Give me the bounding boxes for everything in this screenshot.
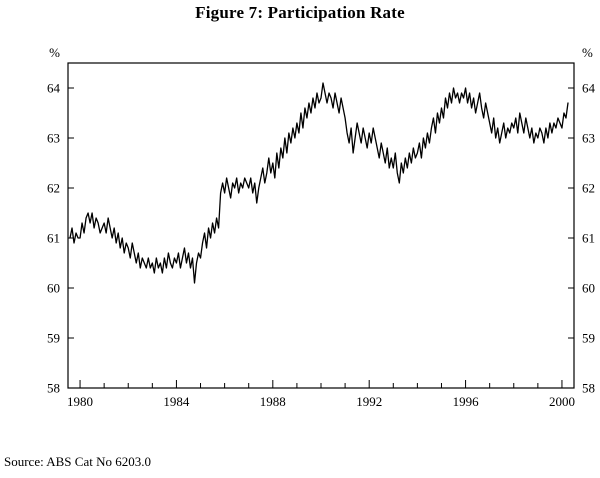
- x-axis-label: 1980: [67, 394, 93, 409]
- x-axis-label: 2000: [549, 394, 575, 409]
- x-axis-label: 1984: [163, 394, 190, 409]
- x-axis-label: 1988: [260, 394, 286, 409]
- chart-title: Figure 7: Participation Rate: [195, 3, 405, 22]
- y-axis-label-right: 58: [582, 381, 595, 396]
- participation-rate-chart: 58 58 59 59 60 60 61 61 62 62 63 63 64 64% % 1980 1984 19…: [47, 45, 596, 409]
- x-axis-label: 1996: [453, 394, 480, 409]
- y-axis-label-right: 59: [582, 331, 595, 346]
- y-axis-label-left: 58: [47, 381, 60, 396]
- y-axis-label-right: 62: [582, 181, 595, 196]
- y-axis-label-right: 63: [582, 131, 595, 146]
- source-note: Source: ABS Cat No 6203.0: [4, 454, 151, 469]
- x-axis-label: 1992: [356, 394, 382, 409]
- y-axis-label-left: 63: [47, 131, 60, 146]
- y-axis-label-left: 61: [47, 231, 60, 246]
- y-axis-label-right: 61: [582, 231, 595, 246]
- y-axis-label-left: 62: [47, 181, 60, 196]
- chart-area: 58 58 59 59 60 60 61 61 62 62 63 63 64 64%% 1980 1984 19…: [0, 28, 600, 443]
- y-axis-label-right: 60: [582, 281, 595, 296]
- y-axis-label-left: 60: [47, 281, 60, 296]
- y-axis-label-left: 59: [47, 331, 60, 346]
- y-axis-label-right: 64: [582, 81, 596, 96]
- y-axis-unit-right: %: [582, 45, 593, 60]
- plot-frame: [67, 62, 575, 389]
- y-axis-unit-left: %: [49, 45, 60, 60]
- participation-rate-line: [69, 82, 569, 284]
- y-axis-label-left: 64: [47, 81, 61, 96]
